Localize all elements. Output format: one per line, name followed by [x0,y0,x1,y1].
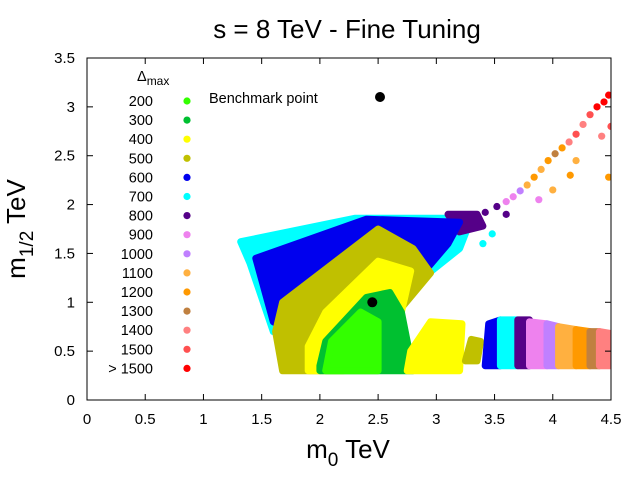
x-tick-label: 4 [549,411,557,428]
region-lower-1400 [595,328,611,370]
y-tick-label: 2.5 [54,148,75,165]
legend-label: 300 [129,113,153,129]
benchmark-point [367,297,378,308]
scatter-point [607,122,611,130]
legend-title: Δmax [137,69,169,88]
region-main-200 [322,308,382,375]
scatter-point [530,173,538,181]
y-tick-label: 1.5 [54,245,75,262]
legend-label: 1100 [122,266,153,282]
legend-label: 1400 [121,323,153,339]
scatter-point [502,198,510,206]
legend-label: 500 [129,151,153,167]
scatter-point [493,202,501,211]
x-tick-label: 2 [316,411,324,428]
x-tick-label: 1.5 [251,411,272,428]
y-tick-label: 0 [67,392,75,409]
legend-label: 200 [129,94,153,110]
legend-label: 900 [129,228,153,244]
plot-frame [86,57,612,401]
y-tick-label: 3 [67,99,75,116]
legend-marker [183,212,191,220]
scatter-point [479,240,487,248]
region-lower-400 [403,318,466,375]
y-axis: 0 0.5 1 1.5 2 2.5 3 3.5 [54,50,611,409]
scatter-point [549,186,557,194]
scatter-point [509,193,517,201]
benchmark-label: Benchmark point [209,91,318,107]
y-tick-label: 0.5 [54,343,75,360]
scatter-point [572,157,580,165]
benchmark-legend-marker [375,92,385,102]
legend-marker [183,288,191,296]
data-strip-layer [467,91,611,248]
scatter-point [598,132,606,140]
x-tick-label: 0 [83,411,91,428]
y-axis-label: m1/2 TeV [1,179,38,279]
legend-marker [183,345,191,353]
legend-label: 1000 [121,247,153,263]
scatter-point [579,120,587,129]
legend-marker [183,154,191,162]
scatter-point [566,171,574,179]
legend-label: 400 [129,132,153,148]
scatter-point [593,103,601,111]
legend: Δmax 200 300 400 500 600 700 800 900 1000 1100 1200… [108,69,191,377]
legend-marker [183,364,191,372]
x-tick-label: 0.5 [135,411,156,428]
scatter-point [605,173,611,181]
legend-label: 1200 [121,285,153,301]
legend-marker [183,135,191,143]
scatter-point [586,111,594,119]
x-tick-label: 1 [199,411,207,428]
data-region-layer [237,210,611,375]
region-lower-500 [461,335,485,365]
legend-marker [183,231,191,239]
x-tick-label: 3 [432,411,440,428]
chart-title: s = 8 TeV - Fine Tuning [213,14,481,44]
x-axis: 0 0.5 1 1.5 2 2.5 3 3.5 4 4.5 [83,58,622,428]
scatter-point [565,138,573,146]
scatter-point [502,210,510,218]
scatter-point [537,165,545,173]
scatter-point [516,187,524,195]
x-tick-label: 2.5 [368,411,389,428]
scatter-point [600,98,608,106]
y-tick-label: 3.5 [54,50,75,67]
legend-marker [183,97,191,105]
legend-label: 1500 [121,342,153,358]
legend-label: 1300 [121,304,153,320]
legend-label: 600 [129,170,153,186]
legend-marker [183,250,191,258]
scatter-point [523,181,531,189]
scatter-point [488,230,496,238]
legend-marker [183,173,191,181]
scatter-point [481,208,489,216]
y-tick-label: 1 [67,294,75,311]
legend-label: > 1500 [108,361,153,377]
scatter-point [467,212,475,220]
y-tick-label: 2 [67,197,75,214]
scatter-point [535,196,543,204]
scatter-point [544,157,552,165]
legend-marker [183,307,191,315]
legend-marker [183,116,191,124]
legend-marker [183,192,191,201]
scatter-point [605,91,611,99]
x-tick-label: 3.5 [484,411,505,428]
legend-marker [183,326,191,334]
x-tick-label: 4.5 [601,411,622,428]
x-axis-label: m0 TeV [306,434,390,471]
scatter-point [558,144,566,152]
legend-label: 800 [129,209,153,225]
scatter-point [572,130,580,138]
legend-marker [183,269,191,277]
scatter-point [551,150,559,158]
legend-label: 700 [129,190,153,206]
